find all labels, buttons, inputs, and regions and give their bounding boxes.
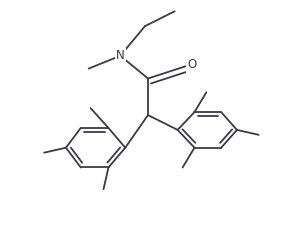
Text: N: N (116, 49, 125, 62)
Text: O: O (188, 58, 197, 71)
